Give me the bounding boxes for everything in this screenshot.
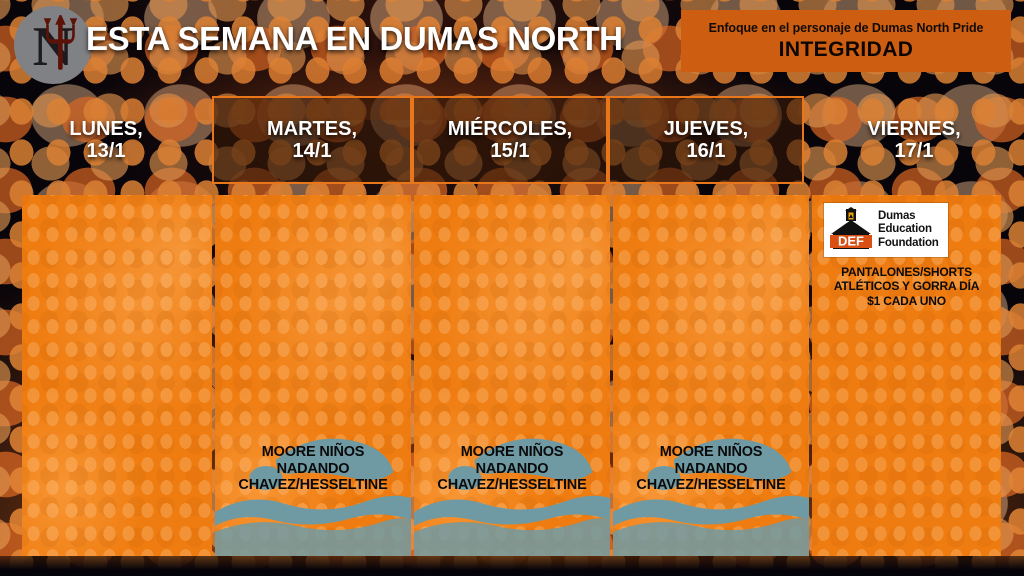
trident-icon xyxy=(43,15,78,71)
day-name: VIERNES, xyxy=(867,117,961,140)
day-header-thursday: JUEVES, 16/1 xyxy=(608,96,804,184)
day-panel-wednesday: MOORE NIÑOS NADANDO CHAVEZ/HESSELTINE xyxy=(414,195,610,556)
event-line-2: NADANDO xyxy=(276,460,350,477)
note-line-2: ATLÉTICOS Y GORRA DÍA xyxy=(833,279,980,294)
event-line-1: MOORE NIÑOS xyxy=(460,443,564,460)
tuesday-event-caption: MOORE NIÑOS NADANDO CHAVEZ/HESSELTINE xyxy=(215,444,411,494)
day-name: JUEVES, xyxy=(663,117,749,140)
day-name: LUNES, xyxy=(69,117,143,140)
smoke-overlay xyxy=(414,195,610,556)
day-date: 16/1 xyxy=(686,140,726,162)
focus-subtitle: Enfoque en el personaje de Dumas North P… xyxy=(708,20,984,35)
event-line-1: MOORE NIÑOS xyxy=(261,443,365,460)
day-date: 14/1 xyxy=(292,140,332,162)
day-date: 13/1 xyxy=(86,140,126,162)
grain-overlay xyxy=(215,195,411,556)
def-word-3: Foundation xyxy=(878,236,939,249)
day-panel-thursday: MOORE NIÑOS NADANDO CHAVEZ/HESSELTINE xyxy=(613,195,809,556)
friday-dress-day-note: PANTALONES/SHORTS ATLÉTICOS Y GORRA DÍA … xyxy=(812,265,1001,308)
smoke-overlay xyxy=(215,195,411,556)
day-header-row: LUNES, 13/1 MARTES, 14/1 MIÉRCOLES, 15/1… xyxy=(0,96,1024,184)
day-panel-friday: DEF Dumas Education Foundation PANTALONE… xyxy=(812,195,1001,556)
day-header-wednesday: MIÉRCOLES, 15/1 xyxy=(412,96,608,184)
bottom-shadow-strip xyxy=(0,556,1024,576)
dumas-education-foundation-logo: DEF Dumas Education Foundation xyxy=(824,203,948,257)
grain-overlay xyxy=(414,195,610,556)
def-schoolhouse-icon: DEF xyxy=(829,207,873,253)
event-line-3: CHAVEZ/HESSELTINE xyxy=(636,477,786,494)
page-title: ESTA SEMANA EN DUMAS NORTH xyxy=(86,20,623,57)
def-abbr-text: DEF xyxy=(838,234,864,249)
day-panel-tuesday: MOORE NIÑOS NADANDO CHAVEZ/HESSELTINE xyxy=(215,195,411,556)
event-line-1: MOORE NIÑOS xyxy=(659,443,763,460)
day-header-friday: VIERNES, 17/1 xyxy=(804,96,1024,184)
smoke-overlay xyxy=(22,195,212,556)
day-panel-row: MOORE NIÑOS NADANDO CHAVEZ/HESSELTINE MO… xyxy=(22,195,1004,556)
wednesday-event-caption: MOORE NIÑOS NADANDO CHAVEZ/HESSELTINE xyxy=(414,444,610,494)
day-date: 15/1 xyxy=(490,140,530,162)
thursday-event-caption: MOORE NIÑOS NADANDO CHAVEZ/HESSELTINE xyxy=(613,444,809,494)
day-date: 17/1 xyxy=(894,140,934,162)
day-name: MIÉRCOLES, xyxy=(447,117,573,140)
day-header-tuesday: MARTES, 14/1 xyxy=(212,96,412,184)
def-wordmark: Dumas Education Foundation xyxy=(878,210,939,251)
def-word-1: Dumas xyxy=(878,209,916,222)
smoke-overlay xyxy=(613,195,809,556)
event-line-2: NADANDO xyxy=(674,460,748,477)
day-header-monday: LUNES, 13/1 xyxy=(0,96,212,184)
event-line-3: CHAVEZ/HESSELTINE xyxy=(437,477,587,494)
grain-overlay xyxy=(613,195,809,556)
day-panel-monday xyxy=(22,195,212,556)
note-line-1: PANTALONES/SHORTS xyxy=(841,265,972,279)
day-name: MARTES, xyxy=(267,117,357,140)
focus-word: INTEGRIDAD xyxy=(778,37,914,61)
event-line-3: CHAVEZ/HESSELTINE xyxy=(238,477,388,494)
def-word-2: Education xyxy=(878,223,932,236)
character-focus-badge: Enfoque en el personaje de Dumas North P… xyxy=(681,10,1011,72)
grain-overlay xyxy=(22,195,212,556)
poster-header: N ESTA SEMANA EN DUMAS NORTH Enfoque en … xyxy=(0,0,1024,92)
school-logo: N xyxy=(14,6,92,84)
note-line-3: $1 CADA UNO xyxy=(867,293,946,308)
event-line-2: NADANDO xyxy=(475,460,549,477)
